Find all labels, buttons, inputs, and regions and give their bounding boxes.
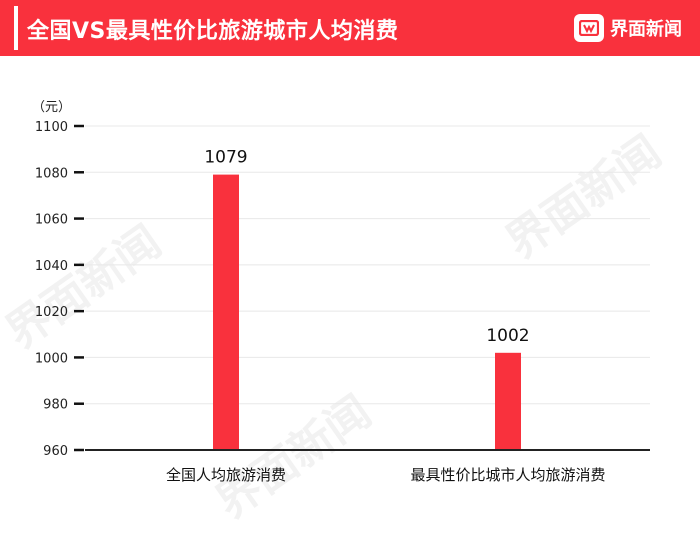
y-tick-label: 1080 [35,166,68,181]
bars: 1079 1002 [204,148,530,450]
header-accent-bar [14,6,18,50]
y-axis: 960 980 1000 1020 1040 1060 1080 1100 [35,120,84,459]
bar [495,352,521,450]
x-category-label: 全国人均旅游消费 [166,466,286,484]
brand-logo-icon [574,14,604,42]
x-category-label: 最具性价比城市人均旅游消费 [410,466,605,484]
bar [213,174,239,450]
y-tick-label: 960 [43,444,68,459]
x-axis-labels: 全国人均旅游消费 最具性价比城市人均旅游消费 [166,466,606,484]
grid-lines [85,125,650,405]
bar-value-label: 1079 [204,148,247,168]
y-tick-label: 1020 [35,305,68,320]
bar-value-label: 1002 [486,326,529,346]
y-tick-label: 1040 [35,259,68,274]
brand: 界面新闻 [574,13,682,43]
y-tick-label: 1100 [35,120,68,135]
brand-name: 界面新闻 [610,19,682,40]
y-axis-unit-label: （元） [32,100,72,115]
chart-header: 全国VS最具性价比旅游城市人均消费 界面新闻 [0,0,700,56]
y-tick-label: 980 [43,398,68,413]
chart-title: 全国VS最具性价比旅游城市人均消费 [27,19,399,44]
y-tick-label: 1000 [35,351,68,366]
y-tick-label: 1060 [35,213,68,228]
